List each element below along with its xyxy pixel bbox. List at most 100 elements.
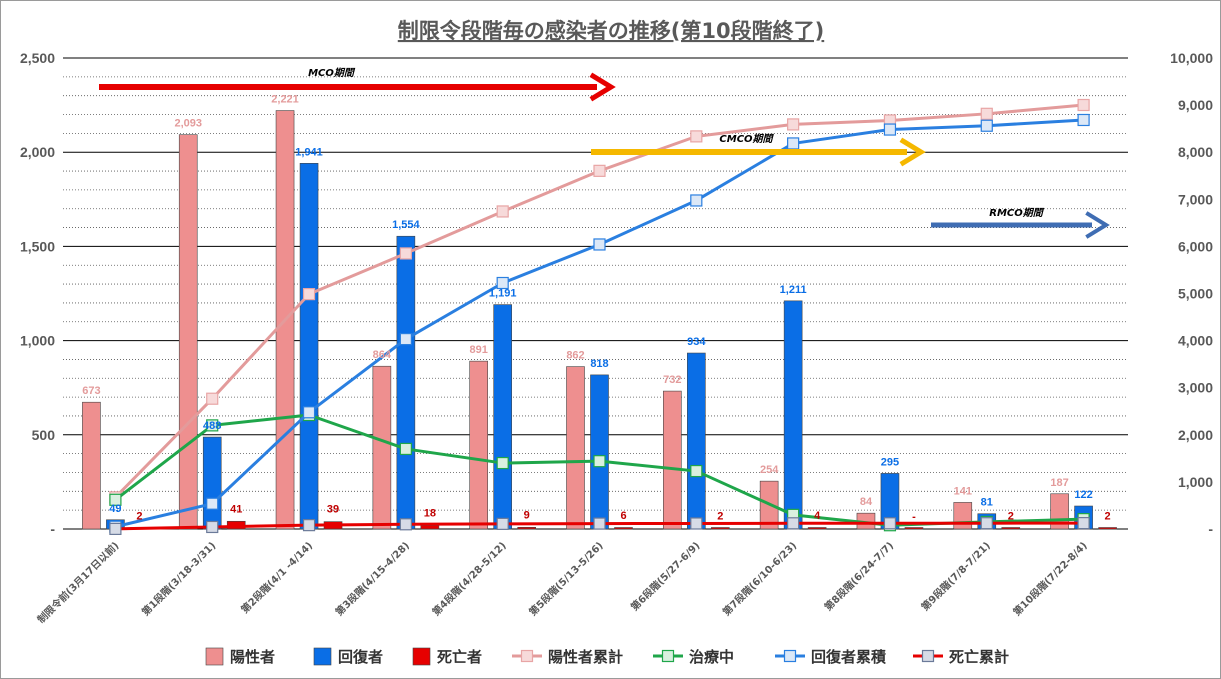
data-label: 2 (1105, 511, 1111, 523)
legend-marker (661, 649, 675, 663)
bar-positive (953, 502, 973, 530)
data-label: 934 (687, 336, 706, 348)
data-label: 187 (1050, 477, 1068, 489)
left-tick-label: 1,000 (20, 333, 55, 349)
data-label: 1,554 (392, 219, 420, 231)
data-label: 9 (524, 509, 530, 521)
data-label: 6 (620, 510, 626, 522)
category-label: 第9段階(7/8-7/21) (918, 539, 992, 613)
right-tick-label: 4,000 (1178, 333, 1213, 349)
category-label: 第2段階(4/1 -4/14) (238, 539, 315, 616)
line-marker (1077, 113, 1090, 127)
period-arrows: MCO期間 CMCO期間 RMCO期間 (99, 67, 1110, 239)
category-label: 第4段階(4/28-5/12) (429, 539, 508, 618)
bar-recovered (202, 436, 222, 530)
line-marker (399, 518, 412, 531)
right-tick-label: 3,000 (1178, 380, 1213, 396)
bar-positive (469, 360, 488, 530)
data-label: 49 (109, 503, 121, 515)
data-label: 254 (760, 464, 779, 476)
category-label: 制限令前(3月17日以前) (35, 539, 122, 626)
bar-recovered (493, 304, 512, 530)
right-tick-label: 1,000 (1178, 474, 1213, 490)
lines (109, 98, 1090, 536)
bar-deaths (807, 527, 827, 530)
period-label: MCO期間 (308, 67, 356, 79)
line-marker (690, 130, 703, 143)
period-label: CMCO期間 (719, 133, 774, 145)
line-marker (496, 456, 509, 470)
line-marker (302, 406, 316, 419)
bar-deaths (1098, 527, 1117, 530)
data-label: 862 (566, 350, 584, 362)
legend-label: 回復者累積 (811, 648, 887, 666)
bar-deaths (1001, 527, 1021, 530)
data-label: 2 (717, 511, 723, 523)
bar-recovered (687, 352, 706, 530)
legend-label: 死亡者 (437, 648, 482, 666)
data-label: 39 (327, 504, 339, 516)
legend-label: 回復者 (338, 648, 383, 666)
bar-recovered (396, 235, 416, 530)
bar-deaths (420, 525, 440, 530)
right-tick-label: 10,000 (1170, 50, 1213, 66)
data-label: 1,941 (295, 146, 323, 158)
period-label: RMCO期間 (989, 207, 1044, 219)
legend-label: 死亡累計 (949, 648, 1009, 666)
period-arrow-head (1085, 211, 1110, 239)
line-marker (883, 517, 897, 530)
right-tick-label: 6,000 (1178, 238, 1213, 254)
line-marker (787, 137, 800, 150)
data-label: 18 (424, 508, 436, 520)
data-label: 2 (1008, 511, 1014, 523)
legend: 陽性者 回復者 死亡者 陽性者累計 治療中 回復者累積 死亡累計 (205, 647, 1009, 666)
right-axis: - 1,000 2,000 3,000 4,000 5,000 6,000 7,000 8,00… (1170, 50, 1213, 537)
period-arrow-head (589, 72, 616, 102)
data-label: 1,211 (780, 284, 807, 296)
line-marker (206, 497, 219, 510)
left-tick-label: 1,500 (20, 238, 55, 254)
bar-positive (82, 401, 101, 530)
line-marker (302, 288, 316, 301)
bar-recovered (299, 163, 319, 530)
bar-recovered (783, 300, 803, 530)
data-label: 41 (230, 503, 242, 515)
data-label: 141 (954, 485, 972, 497)
bar-deaths (614, 527, 633, 530)
line-marker (206, 520, 219, 534)
line-marker (206, 419, 219, 432)
category-label: 第7段階(6/10-6/23) (720, 539, 799, 618)
line-marker (206, 392, 219, 405)
right-tick-label: 2,000 (1178, 427, 1213, 443)
line-marker (690, 517, 703, 530)
category-label: 第5段階(5/13-5/26) (526, 539, 605, 618)
legend-marker (520, 649, 534, 663)
line-marker (496, 205, 509, 218)
left-tick-label: 2,500 (20, 50, 55, 66)
bar-deaths (711, 527, 730, 530)
chart-title: 制限令段階毎の感染者の推移(第10段階終了) (398, 19, 824, 43)
line-marker (787, 517, 800, 530)
line-marker (399, 332, 412, 346)
line-marker (980, 119, 993, 132)
period-arrow-head (899, 137, 926, 167)
left-tick-label: 500 (32, 427, 56, 443)
category-label: 第8段階(6/24-7/7) (822, 539, 896, 613)
line-marker (302, 519, 316, 532)
line-marker (980, 107, 993, 120)
bar-positive (178, 134, 198, 530)
line-marker (593, 517, 606, 530)
data-label: 84 (860, 496, 873, 508)
line-marker (593, 164, 606, 177)
line-marker (883, 123, 897, 136)
line-marker (109, 493, 122, 506)
data-label: 295 (881, 456, 899, 468)
data-label: 673 (82, 385, 100, 397)
data-label: 864 (373, 349, 392, 361)
right-tick-label: - (1208, 521, 1213, 537)
line-marker (496, 517, 509, 530)
data-label: 488 (203, 420, 221, 432)
data-label: 818 (590, 358, 608, 370)
bar-positive (566, 366, 585, 530)
